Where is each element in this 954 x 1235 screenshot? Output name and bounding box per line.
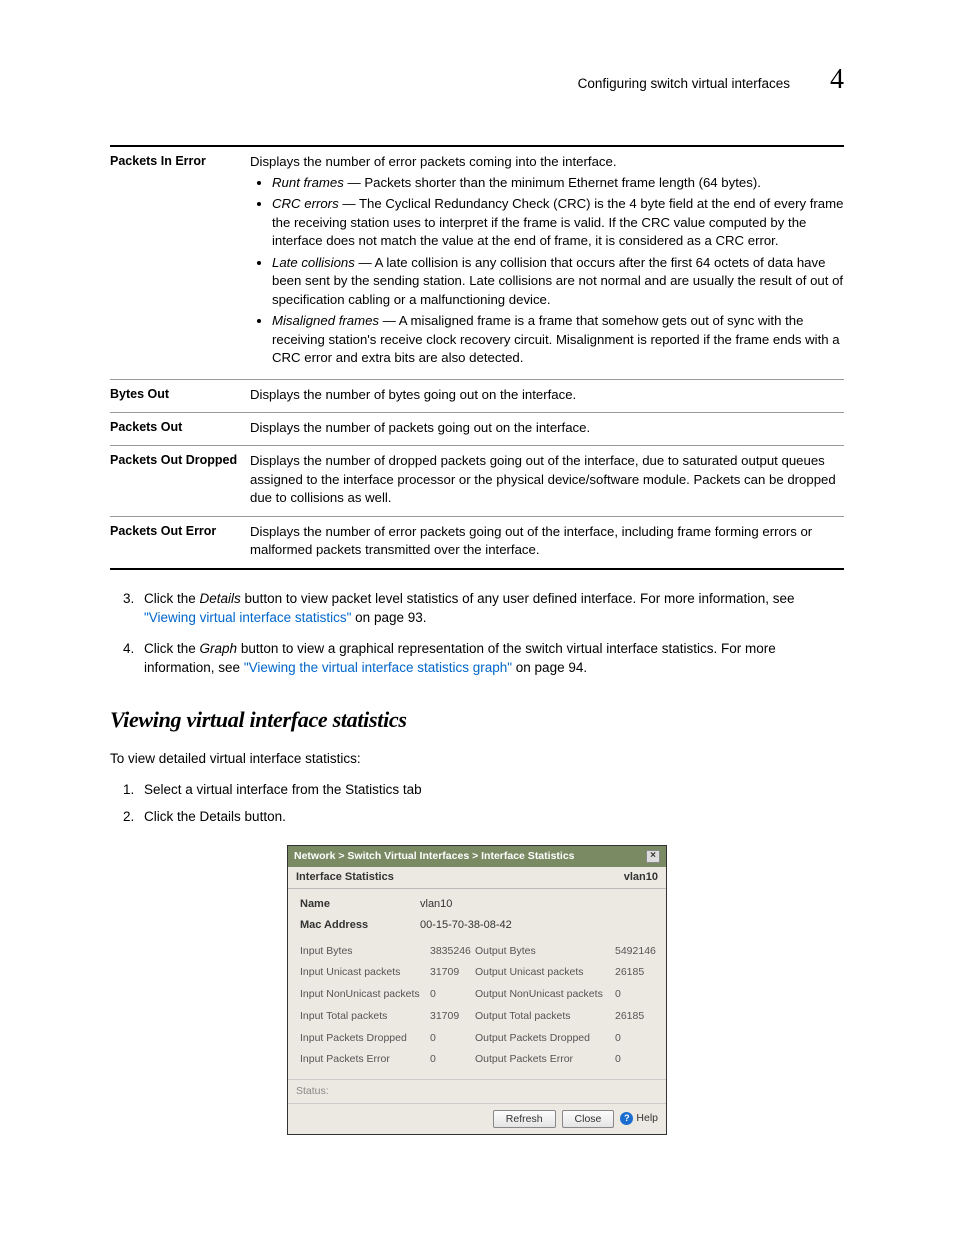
def-label: Packets Out bbox=[110, 413, 250, 446]
help-button[interactable]: ? Help bbox=[620, 1111, 658, 1126]
table-row: Packets Out DroppedDisplays the number o… bbox=[110, 446, 844, 516]
name-value: vlan10 bbox=[420, 897, 452, 912]
stat-label: Output Total packets bbox=[475, 1009, 615, 1024]
def-content: Displays the number of bytes going out o… bbox=[250, 379, 844, 412]
steps-list: Click the Details button to view packet … bbox=[110, 590, 844, 678]
section-steps: Select a virtual interface from the Stat… bbox=[110, 781, 844, 827]
interface-stats-dialog: Network > Switch Virtual Interfaces > In… bbox=[287, 845, 667, 1135]
link-viewing-graph[interactable]: "Viewing the virtual interface statistic… bbox=[244, 660, 512, 675]
stat-value: 31709 bbox=[430, 965, 475, 980]
stat-value: 0 bbox=[615, 1052, 660, 1067]
def-label: Packets Out Dropped bbox=[110, 446, 250, 516]
stat-label: Input Total packets bbox=[300, 1009, 430, 1024]
stat-value: 3835246 bbox=[430, 944, 475, 959]
def-label: Packets Out Error bbox=[110, 516, 250, 568]
dialog-status: Status: bbox=[288, 1079, 666, 1103]
dialog-breadcrumb: Network > Switch Virtual Interfaces > In… bbox=[294, 849, 575, 864]
def-content: Displays the number of error packets com… bbox=[250, 146, 844, 379]
table-row: Packets In ErrorDisplays the number of e… bbox=[110, 146, 844, 379]
help-icon: ? bbox=[620, 1112, 633, 1125]
stat-value: 0 bbox=[430, 1052, 475, 1067]
definitions-table: Packets In ErrorDisplays the number of e… bbox=[110, 145, 844, 570]
dialog-body: Name vlan10 Mac Address 00-15-70-38-08-4… bbox=[288, 889, 666, 1079]
stat-label: Input Bytes bbox=[300, 944, 430, 959]
table-row: Bytes OutDisplays the number of bytes go… bbox=[110, 379, 844, 412]
page-header-title: Configuring switch virtual interfaces bbox=[578, 75, 790, 94]
section-heading: Viewing virtual interface statistics bbox=[110, 705, 844, 736]
table-row: Packets Out ErrorDisplays the number of … bbox=[110, 516, 844, 568]
stat-value: 0 bbox=[430, 1031, 475, 1046]
stat-label: Output NonUnicast packets bbox=[475, 987, 615, 1002]
stat-label: Output Unicast packets bbox=[475, 965, 615, 980]
dialog-subheader: Interface Statistics vlan10 bbox=[288, 867, 666, 889]
link-viewing-stats[interactable]: "Viewing virtual interface statistics" bbox=[144, 610, 351, 625]
def-content: Displays the number of packets going out… bbox=[250, 413, 844, 446]
table-row: Packets OutDisplays the number of packet… bbox=[110, 413, 844, 446]
dialog-footer: Refresh Close ? Help bbox=[288, 1103, 666, 1134]
stat-value: 26185 bbox=[615, 1009, 660, 1024]
stat-value: 5492146 bbox=[615, 944, 660, 959]
stat-value: 26185 bbox=[615, 965, 660, 980]
mac-value: 00-15-70-38-08-42 bbox=[420, 918, 512, 933]
section-step-1: Select a virtual interface from the Stat… bbox=[138, 781, 844, 800]
chapter-number: 4 bbox=[830, 60, 844, 99]
section-intro: To view detailed virtual interface stati… bbox=[110, 750, 844, 769]
close-button[interactable]: Close bbox=[562, 1110, 615, 1128]
name-label: Name bbox=[300, 897, 420, 912]
stat-value: 0 bbox=[615, 1031, 660, 1046]
def-content: Displays the number of dropped packets g… bbox=[250, 446, 844, 516]
stat-label: Input NonUnicast packets bbox=[300, 987, 430, 1002]
dialog-close-icon[interactable]: × bbox=[646, 850, 660, 863]
stat-value: 31709 bbox=[430, 1009, 475, 1024]
dialog-titlebar: Network > Switch Virtual Interfaces > In… bbox=[288, 846, 666, 867]
def-content: Displays the number of error packets goi… bbox=[250, 516, 844, 568]
stat-label: Output Packets Error bbox=[475, 1052, 615, 1067]
page-header: Configuring switch virtual interfaces 4 bbox=[110, 60, 844, 99]
step-4: Click the Graph button to view a graphic… bbox=[138, 640, 844, 678]
refresh-button[interactable]: Refresh bbox=[493, 1110, 556, 1128]
stat-label: Input Packets Dropped bbox=[300, 1031, 430, 1046]
stat-label: Output Bytes bbox=[475, 944, 615, 959]
stat-value: 0 bbox=[430, 987, 475, 1002]
def-label: Bytes Out bbox=[110, 379, 250, 412]
dialog-stats-grid: Input Bytes3835246Output Bytes5492146Inp… bbox=[300, 944, 654, 1067]
stat-label: Output Packets Dropped bbox=[475, 1031, 615, 1046]
section-step-2: Click the Details button. bbox=[138, 808, 844, 827]
mac-label: Mac Address bbox=[300, 918, 420, 933]
step-3: Click the Details button to view packet … bbox=[138, 590, 844, 628]
def-label: Packets In Error bbox=[110, 146, 250, 379]
stat-value: 0 bbox=[615, 987, 660, 1002]
stat-label: Input Unicast packets bbox=[300, 965, 430, 980]
stat-label: Input Packets Error bbox=[300, 1052, 430, 1067]
